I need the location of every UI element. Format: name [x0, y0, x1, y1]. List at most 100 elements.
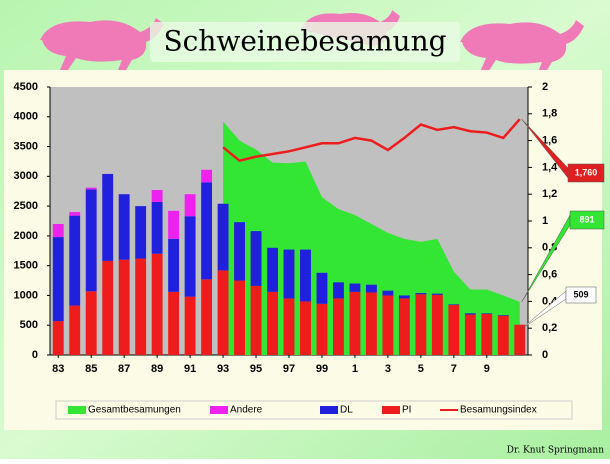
- x-tick-label: 5: [418, 363, 424, 375]
- bar: [102, 260, 114, 355]
- line: [222, 118, 521, 163]
- bar: [201, 169, 213, 183]
- bar: [201, 279, 213, 355]
- y2-tick-label: 0,6: [542, 269, 557, 281]
- bar: [283, 249, 295, 299]
- bar: [333, 282, 344, 299]
- x-tick-label: 97: [283, 363, 295, 375]
- bar: [349, 283, 361, 292]
- bar: [201, 182, 213, 280]
- bar: [151, 201, 163, 254]
- y2-tick-label: 1,6: [542, 135, 557, 147]
- bar: [365, 284, 377, 293]
- y2-tick-label: 1,4: [542, 161, 558, 173]
- bar: [464, 314, 476, 355]
- bar: [250, 231, 262, 286]
- bar: [184, 216, 196, 297]
- data-label: 1,760: [575, 167, 598, 177]
- bar: [448, 304, 460, 305]
- y-tick-label: 500: [20, 319, 38, 331]
- x-tick-label: 85: [85, 363, 97, 375]
- bar: [481, 313, 493, 314]
- legend-swatch: [210, 406, 228, 414]
- bar: [316, 272, 328, 304]
- y2-tick-label: 1: [542, 215, 548, 227]
- y-tick-label: 2000: [14, 230, 38, 242]
- bar: [448, 304, 460, 355]
- bar: [514, 324, 526, 355]
- legend-label: PI: [402, 405, 411, 416]
- bar: [52, 223, 64, 238]
- y-tick-label: 3500: [14, 140, 38, 152]
- bar: [151, 253, 163, 355]
- bar: [300, 301, 311, 355]
- bar: [398, 298, 410, 355]
- y-tick-label: 0: [32, 349, 38, 361]
- bar: [497, 315, 509, 355]
- x-tick-label: 3: [385, 363, 391, 375]
- bar: [382, 290, 394, 296]
- bar: [431, 293, 443, 295]
- bar: [69, 212, 81, 216]
- bar: [481, 313, 493, 355]
- bar: [184, 194, 196, 217]
- bar: [102, 173, 114, 261]
- legend-swatch: [382, 406, 400, 414]
- bar: [85, 187, 97, 190]
- bar: [168, 210, 180, 239]
- bar: [267, 247, 278, 292]
- callout-box: [565, 286, 597, 304]
- area: [223, 121, 520, 355]
- bar: [217, 270, 229, 355]
- footer: Dr. Knut Springmann: [507, 446, 604, 456]
- data-label: 891: [579, 214, 594, 224]
- y-tick-label: 1500: [14, 260, 38, 272]
- title-box: [150, 22, 460, 62]
- bar: [168, 238, 180, 292]
- y-tick-label: 4000: [14, 111, 38, 123]
- data-label: 509: [573, 289, 588, 299]
- bar: [69, 305, 81, 355]
- x-tick-label: 87: [118, 363, 130, 375]
- y-tick-label: 1000: [14, 289, 38, 301]
- y2-tick-label: 2: [542, 81, 548, 93]
- legend-label: Besamungsindex: [460, 405, 537, 416]
- legend-swatch: [68, 406, 86, 414]
- bar: [267, 291, 278, 355]
- callout-box: [569, 210, 605, 230]
- bar: [69, 215, 81, 306]
- bar: [316, 303, 328, 355]
- bar: [415, 293, 427, 295]
- y2-tick-label: 1,8: [542, 108, 557, 120]
- x-tick-label: 93: [217, 363, 229, 375]
- bar: [365, 292, 377, 355]
- bar: [234, 222, 245, 281]
- bar: [431, 294, 443, 355]
- callout-box: [567, 163, 605, 183]
- y-tick-label: 2500: [14, 200, 38, 212]
- bar: [85, 189, 97, 292]
- bar: [85, 291, 97, 355]
- y2-tick-label: 0: [542, 349, 548, 361]
- legend-label: Gesamtbesamungen: [88, 405, 181, 416]
- bar: [135, 206, 147, 259]
- bar: [398, 295, 410, 299]
- chart-title: Schweinebesamung: [163, 25, 446, 58]
- y-tick-label: 3000: [14, 170, 38, 182]
- x-tick-label: 89: [151, 363, 163, 375]
- x-tick-label: 83: [52, 363, 64, 375]
- bar: [52, 321, 64, 355]
- bar: [184, 296, 196, 355]
- bar: [250, 285, 262, 355]
- y2-tick-label: 0,2: [542, 322, 557, 334]
- x-tick-label: 95: [250, 363, 262, 375]
- bar: [283, 298, 295, 355]
- y2-tick-label: 1,2: [542, 188, 557, 200]
- bar: [118, 194, 130, 260]
- legend-label: Andere: [230, 405, 263, 416]
- legend-box: [55, 400, 573, 420]
- legend-swatch: [320, 406, 338, 414]
- x-tick-label: 99: [316, 363, 328, 375]
